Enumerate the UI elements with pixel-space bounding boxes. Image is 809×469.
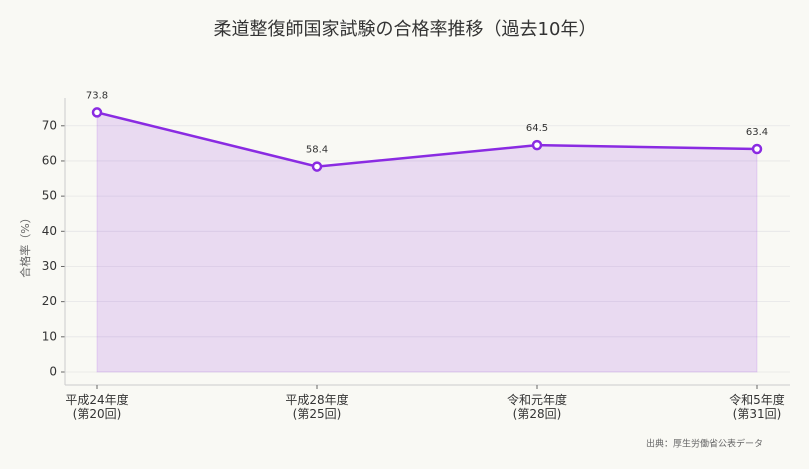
y-tick-label: 40 — [42, 224, 57, 238]
source-note: 出典：厚生労働省公表データ — [646, 438, 763, 450]
x-tick-label: 令和元年度 (第28回) — [506, 393, 567, 421]
point — [91, 107, 103, 118]
value-label: 73.8 — [86, 90, 108, 101]
y-tick-label: 60 — [42, 153, 57, 167]
y-axis-label: 合格率（%） — [18, 212, 32, 277]
value-label: 64.5 — [526, 123, 548, 134]
y-tick-label: 0 — [49, 364, 57, 378]
x-tick-label: 令和5年度 (第31回) — [729, 393, 785, 421]
y-tick-label: 50 — [42, 189, 57, 203]
point — [311, 161, 323, 172]
chart-title: 柔道整復師国家試験の合格率推移（過去10年） — [214, 19, 597, 40]
y-tick-label: 10 — [42, 329, 57, 343]
point — [751, 143, 763, 155]
x-tick-label: 平成28年度 (第25回) — [285, 393, 349, 421]
y-tick-label: 70 — [42, 118, 57, 132]
y-tick-label: 20 — [42, 294, 57, 308]
value-label: 58.4 — [306, 145, 328, 156]
point — [531, 139, 543, 151]
value-label: 63.4 — [746, 127, 768, 138]
line — [96, 111, 758, 168]
x-tick-label: 平成24年度 (第20回) — [65, 393, 129, 421]
area — [96, 111, 758, 373]
y-tick-label: 30 — [42, 259, 57, 273]
